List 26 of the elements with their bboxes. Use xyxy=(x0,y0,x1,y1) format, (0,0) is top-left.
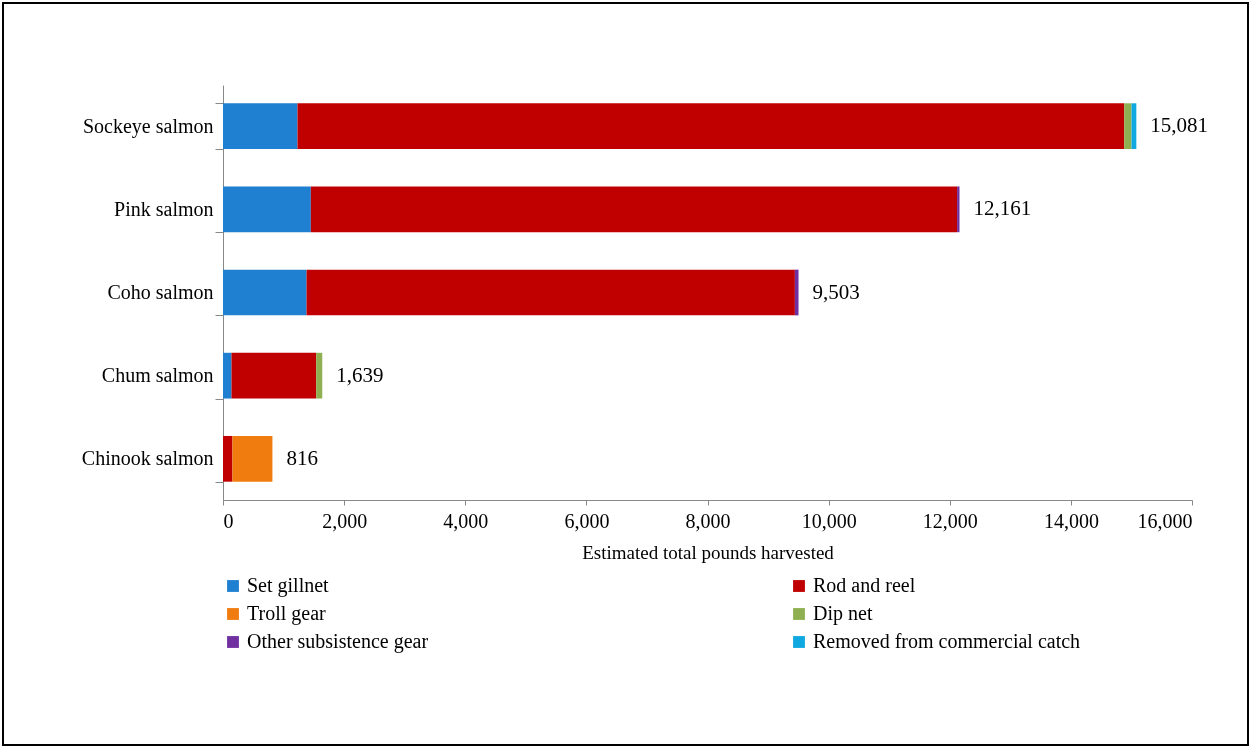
x-tick-label: 0 xyxy=(223,509,234,532)
total-label: 9,503 xyxy=(812,279,860,304)
x-tick-label: 12,000 xyxy=(922,509,978,532)
legend-label: Removed from commercial catch xyxy=(813,630,1081,652)
legend-label: Troll gear xyxy=(247,602,327,625)
legend-label: Rod and reel xyxy=(813,574,916,596)
total-label: 15,081 xyxy=(1150,113,1209,138)
x-tick-label: 2,000 xyxy=(322,509,368,532)
x-tick-label: 8,000 xyxy=(685,509,731,532)
y-tick-label: Chum salmon xyxy=(101,364,214,387)
y-tick-label: Sockeye salmon xyxy=(82,114,214,138)
legend-label: Set gillnet xyxy=(247,574,330,597)
legend-label: Dip net xyxy=(813,602,873,625)
y-tick-label: Coho salmon xyxy=(107,281,214,303)
legend-label: Other subsistence gear xyxy=(247,630,429,653)
x-tick-label: 16,000 xyxy=(1137,509,1193,532)
x-tick-label: 4,000 xyxy=(443,509,489,532)
x-tick-label: 6,000 xyxy=(564,509,610,532)
x-tick-label: 10,000 xyxy=(801,509,857,532)
y-tick-label: Pink salmon xyxy=(114,197,214,220)
y-tick-label: Chinook salmon xyxy=(81,447,214,470)
total-label: 12,161 xyxy=(973,196,1032,221)
total-label: 1,639 xyxy=(336,362,384,387)
total-label: 816 xyxy=(286,445,318,470)
x-tick-label: 14,000 xyxy=(1043,509,1099,532)
x-axis-title: Estimated total pounds harvested xyxy=(582,541,835,563)
